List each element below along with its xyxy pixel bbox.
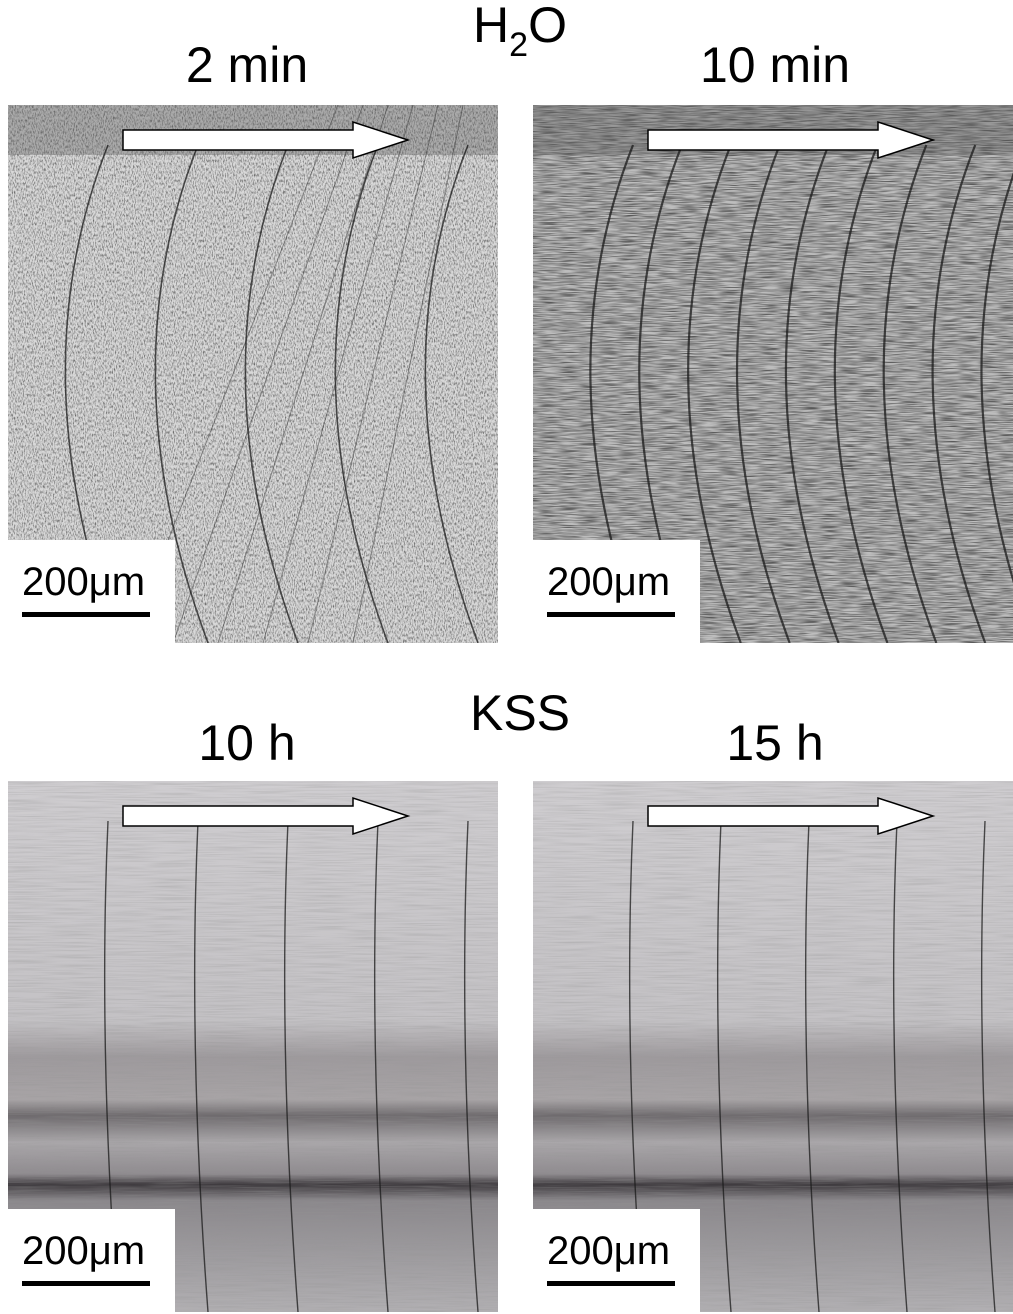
scratch bbox=[262, 105, 414, 643]
panel-label: 10 h bbox=[198, 715, 295, 771]
scratch bbox=[307, 105, 439, 643]
crack bbox=[283, 820, 299, 1312]
panel-label: 15 h bbox=[726, 715, 823, 771]
scale-label: 200μm bbox=[547, 560, 670, 604]
scale-box bbox=[8, 1209, 175, 1312]
scale-box bbox=[533, 1209, 700, 1312]
crack bbox=[892, 820, 908, 1312]
crack bbox=[463, 820, 479, 1312]
scratch bbox=[217, 105, 389, 643]
title-sub: 2 bbox=[509, 26, 528, 64]
scale-label: 200μm bbox=[22, 560, 145, 604]
scratch bbox=[172, 105, 364, 643]
crack bbox=[882, 144, 938, 643]
group-title: KSS bbox=[470, 685, 570, 741]
scale-bar bbox=[22, 612, 150, 617]
direction-arrow bbox=[647, 796, 936, 836]
crack bbox=[980, 820, 996, 1312]
crack bbox=[735, 144, 791, 643]
micrograph bbox=[8, 781, 498, 1312]
crack bbox=[804, 820, 820, 1312]
direction-arrow bbox=[122, 120, 411, 160]
panel-label: 2 min bbox=[186, 37, 308, 93]
crack bbox=[373, 820, 389, 1312]
scratch bbox=[352, 105, 464, 643]
crack bbox=[687, 144, 742, 643]
crack bbox=[193, 820, 209, 1312]
scale-bar bbox=[547, 1281, 675, 1286]
crack bbox=[833, 144, 889, 643]
title-main: H bbox=[473, 0, 509, 53]
group-title: H2O bbox=[473, 0, 567, 64]
crack bbox=[980, 172, 1013, 584]
crack bbox=[424, 144, 479, 643]
crack bbox=[154, 144, 209, 643]
micrograph bbox=[8, 105, 498, 643]
panel-label: 10 min bbox=[700, 37, 850, 93]
scale-box bbox=[8, 540, 175, 643]
scale-bar bbox=[22, 1281, 150, 1286]
title-rest: O bbox=[528, 0, 567, 53]
scale-bar bbox=[547, 612, 675, 617]
direction-arrow bbox=[122, 796, 411, 836]
crack bbox=[716, 820, 732, 1312]
scale-label: 200μm bbox=[22, 1229, 145, 1273]
scale-label: 200μm bbox=[547, 1229, 670, 1273]
crack bbox=[244, 144, 299, 643]
scale-box bbox=[533, 540, 700, 643]
crack bbox=[784, 144, 840, 643]
direction-arrow bbox=[647, 120, 936, 160]
title-main: KSS bbox=[470, 685, 570, 741]
crack bbox=[931, 144, 987, 643]
